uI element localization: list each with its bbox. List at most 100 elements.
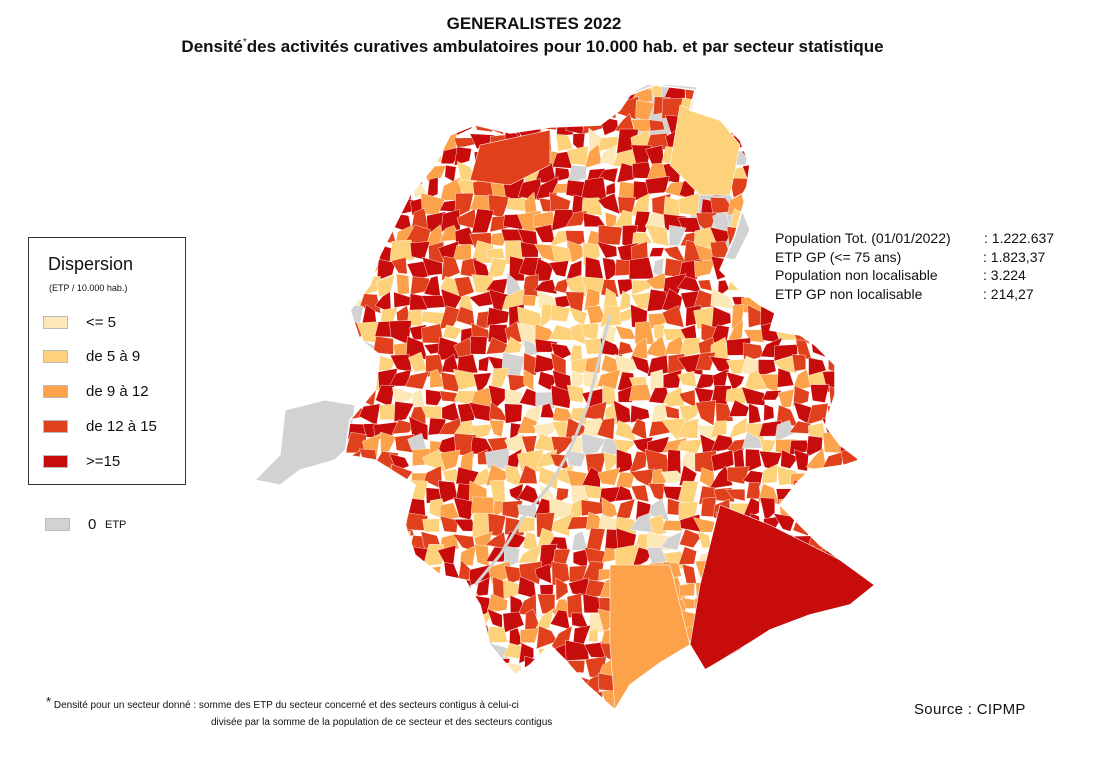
sector-cell (250, 214, 269, 229)
sector-cell (711, 306, 732, 329)
sector-cell (678, 582, 695, 597)
sector-cell (379, 112, 397, 137)
sector-cell (262, 594, 284, 615)
sector-cell (565, 210, 588, 228)
sector-cell (793, 647, 816, 666)
sector-cell (855, 688, 874, 710)
sector-cell (566, 450, 587, 467)
sector-cell (502, 530, 527, 549)
sector-cell (390, 257, 408, 275)
sector-cell (454, 276, 475, 298)
sector-cell (565, 705, 589, 710)
sector-cell (261, 275, 285, 297)
sector-cell (875, 529, 880, 552)
sector-cell (711, 96, 735, 118)
sector-cell (809, 207, 830, 231)
sector-cell (788, 661, 807, 677)
sector-cell (615, 471, 636, 489)
sector-cell (263, 529, 281, 554)
sector-cell (506, 197, 527, 212)
sector-cell (628, 451, 648, 474)
sector-cell (741, 672, 762, 699)
sector-cell (822, 304, 847, 329)
sector-cell (439, 305, 463, 330)
sector-cell (536, 675, 555, 697)
sector-cell (378, 162, 392, 184)
sector-cell (733, 448, 745, 469)
footnote-line-2: divisée par la somme de la population de… (211, 717, 553, 728)
sector-cell (310, 659, 330, 673)
sector-cell (250, 321, 267, 339)
sector-cell (389, 239, 415, 263)
sector-cell (345, 135, 347, 153)
sector-cell (250, 369, 264, 389)
sector-cell (389, 560, 414, 577)
sector-cell (261, 309, 285, 328)
sector-cell (299, 472, 315, 483)
sector-cell (345, 675, 362, 692)
sector-cell (250, 674, 270, 695)
footnote-text-1: Densité pour un secteur donné : somme de… (53, 700, 519, 711)
sector-cell (405, 627, 429, 651)
sector-cell (630, 404, 650, 424)
sector-cell (745, 708, 762, 710)
sector-cell (487, 257, 508, 279)
sector-cell (725, 257, 749, 278)
sector-cell (345, 303, 349, 330)
sector-cell (843, 658, 862, 673)
sector-cell (278, 289, 303, 307)
sector-cell (573, 548, 590, 569)
sector-cell (357, 128, 382, 150)
sector-cell (345, 500, 367, 516)
legend-label: de 12 à 15 (86, 418, 157, 435)
sector-cell (778, 212, 799, 230)
sector-cell (859, 305, 875, 326)
sector-cell (345, 626, 350, 648)
sector-cell (361, 500, 384, 522)
sector-cell (345, 245, 367, 264)
sector-cell (357, 626, 376, 647)
sector-cell (763, 209, 780, 230)
sector-cell (443, 561, 461, 585)
sector-cell (809, 515, 829, 538)
sector-cell (310, 112, 330, 129)
sector-cell (294, 576, 315, 597)
sector-cell (345, 641, 366, 665)
sector-cell (873, 676, 875, 698)
sector-cell (731, 709, 746, 710)
sector-cell (823, 130, 839, 153)
sector-cell (293, 322, 314, 343)
stat-label: ETP GP non localisable (775, 285, 923, 302)
sector-cell (345, 546, 365, 562)
sector-cell (345, 149, 366, 171)
sector-cell (876, 485, 881, 502)
sector-cell (331, 182, 344, 202)
sector-cell (345, 482, 367, 503)
sector-cell (605, 182, 616, 196)
sector-cell (758, 359, 777, 377)
sector-cell (262, 145, 283, 166)
sector-cell (470, 496, 495, 516)
sector-cell (358, 656, 382, 674)
sector-cell (780, 305, 797, 325)
sector-cell (359, 642, 378, 666)
sector-cell (869, 194, 875, 212)
sector-cell (250, 293, 271, 314)
sector-cell (278, 258, 302, 282)
sector-cell (474, 544, 490, 567)
sector-cell (410, 566, 430, 585)
sector-cell (414, 115, 432, 137)
sector-cell (475, 576, 491, 597)
sector-cell (470, 661, 490, 683)
sector-cell (473, 372, 492, 394)
sector-cell (596, 241, 618, 259)
sector-cell (842, 338, 861, 357)
sector-cell (804, 304, 831, 329)
sector-cell (380, 179, 395, 201)
sector-cell (345, 535, 348, 554)
sector-cell (284, 663, 300, 678)
sector-cell (533, 660, 555, 680)
sector-cell (345, 583, 347, 602)
sector-cell (345, 166, 364, 182)
sector-cell (393, 401, 415, 422)
